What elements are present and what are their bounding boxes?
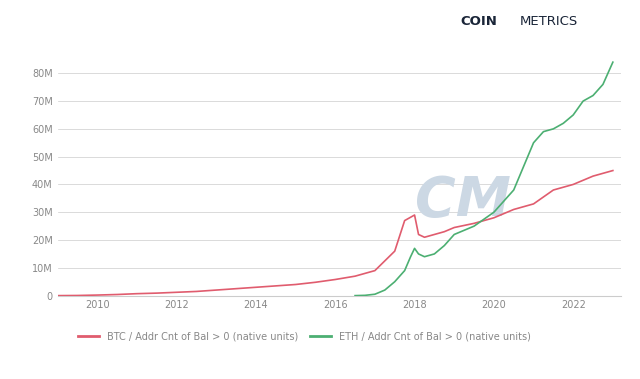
Text: COIN: COIN — [461, 15, 498, 28]
Text: METRICS: METRICS — [520, 15, 578, 28]
Legend: BTC / Addr Cnt of Bal > 0 (native units), ETH / Addr Cnt of Bal > 0 (native unit: BTC / Addr Cnt of Bal > 0 (native units)… — [74, 328, 534, 346]
Text: CM: CM — [415, 174, 511, 227]
